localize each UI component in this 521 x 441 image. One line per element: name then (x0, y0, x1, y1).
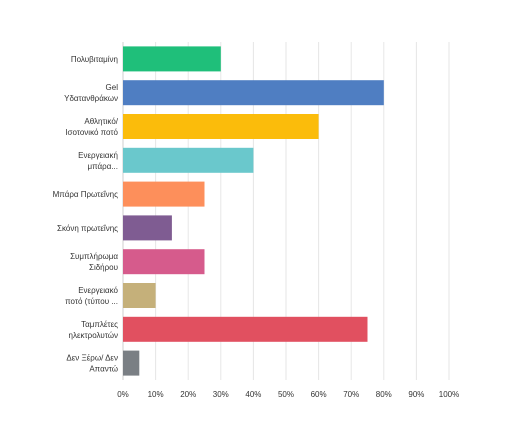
category-label: Συμπλήρωμα (70, 252, 118, 261)
bars (123, 46, 384, 376)
bar (123, 147, 254, 173)
x-tick-label: 0% (117, 390, 129, 399)
category-label: Μπάρα Πρωτεΐνης (53, 190, 119, 199)
bar (123, 46, 221, 72)
category-label: μπάρα... (88, 162, 118, 171)
x-tick-label: 50% (278, 390, 294, 399)
bar (123, 215, 172, 241)
category-label: Υδατανθράκων (64, 94, 118, 103)
x-tick-label: 100% (439, 390, 459, 399)
category-label: Πολυβιταμίνη (71, 55, 118, 64)
bar (123, 114, 319, 139)
category-label: Σκόνη πρωτεΐνης (57, 224, 118, 233)
x-tick-label: 70% (343, 390, 359, 399)
x-tick-label: 40% (245, 390, 261, 399)
category-label: Απαντώ (89, 365, 118, 374)
category-label: ποτό (τύπου ... (65, 297, 118, 306)
category-label: Gel (106, 83, 119, 92)
x-tick-label: 20% (180, 390, 196, 399)
bar (123, 350, 140, 376)
category-label: Ενεργειακή (78, 151, 118, 160)
bar (123, 181, 205, 207)
x-tick-label: 90% (408, 390, 424, 399)
x-tick-labels: 0% 10% 20% 30% 40% 50% 60% 70% 80% 90% 100% (117, 390, 459, 399)
category-labels: Πολυβιταμίνη Gel Υδατανθράκων Αθλητικό/Ισοτ… (53, 55, 119, 374)
category-label: ηλεκτρολυτών (69, 331, 119, 340)
bar (123, 283, 156, 308)
category-label: Ενεργειακό (78, 286, 118, 295)
x-tick-label: 10% (148, 390, 164, 399)
category-label: Αθλητικό/ (84, 117, 118, 126)
category-label: Ισοτονικό ποτό (65, 128, 118, 137)
category-label: Σιδήρου (89, 263, 118, 272)
bar (123, 249, 205, 275)
x-tick-label: 60% (311, 390, 327, 399)
bar (123, 316, 368, 342)
x-tick-label: 80% (376, 390, 392, 399)
category-label: Δεν Ξέρω/ Δεν (66, 354, 118, 363)
x-tick-label: 30% (213, 390, 229, 399)
category-label: Ταμπλέτες (81, 320, 118, 329)
bar (123, 80, 384, 106)
